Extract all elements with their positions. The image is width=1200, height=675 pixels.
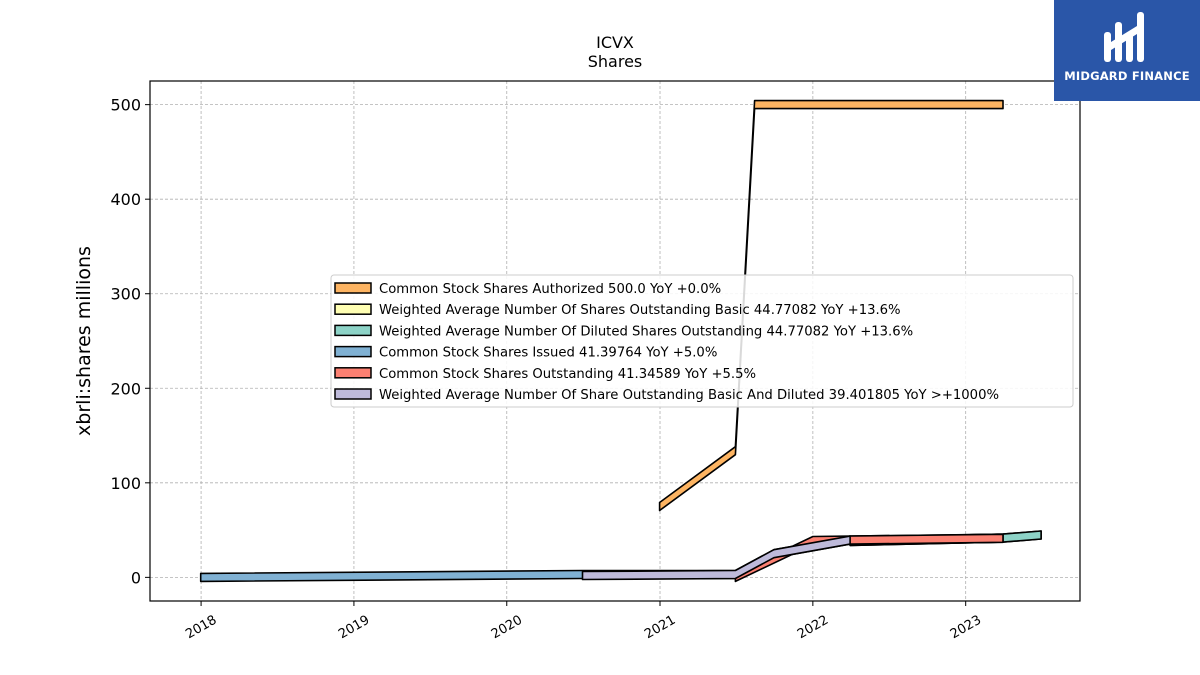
legend-box — [330, 274, 1074, 408]
legend-swatch-1 — [334, 282, 372, 294]
legend-swatch-3 — [334, 324, 372, 337]
legend-swatch-4 — [334, 345, 372, 358]
y-tick-label: 400 — [110, 190, 141, 209]
x-tick-label: 2021 — [642, 613, 678, 643]
chart-title: ICVX — [596, 33, 634, 52]
midgard-finance-logo: MIDGARD FINANCE — [1054, 0, 1200, 101]
y-axis-label: xbrli:shares millions — [73, 246, 95, 436]
y-tick-label: 300 — [110, 285, 141, 304]
legend-label-5: Common Stock Shares Outstanding 41.34589… — [379, 367, 756, 382]
legend-label-2: Weighted Average Number Of Shares Outsta… — [379, 303, 901, 318]
legend-label-6: Weighted Average Number Of Share Outstan… — [379, 388, 999, 403]
series-area-6 — [581, 535, 851, 581]
legend: Common Stock Shares Authorized 500.0 YoY… — [330, 274, 1074, 408]
x-tick-label: 2018 — [183, 613, 219, 643]
x-tick-label: 2020 — [489, 613, 525, 643]
x-tick-label: 2022 — [795, 613, 831, 643]
y-tick-label: 100 — [110, 474, 141, 493]
legend-label-3: Weighted Average Number Of Diluted Share… — [379, 324, 913, 339]
logo-mark-icon — [1104, 12, 1144, 62]
legend-label-1: Common Stock Shares Authorized 500.0 YoY… — [379, 282, 721, 297]
legend-swatch-5 — [334, 367, 372, 379]
legend-swatch-2 — [334, 303, 372, 315]
legend-swatch-6 — [334, 388, 372, 400]
x-tick-label: 2019 — [336, 613, 372, 643]
y-tick-label: 200 — [110, 379, 141, 398]
plot-area — [149, 80, 1081, 602]
logo-text: MIDGARD FINANCE — [1064, 69, 1190, 83]
y-tick-label: 500 — [110, 96, 141, 115]
chart-subtitle: Shares — [588, 52, 643, 71]
x-tick-label: 2023 — [948, 613, 984, 643]
legend-label-4: Common Stock Shares Issued 41.39764 YoY … — [379, 346, 717, 361]
y-tick-label: 0 — [131, 568, 141, 587]
